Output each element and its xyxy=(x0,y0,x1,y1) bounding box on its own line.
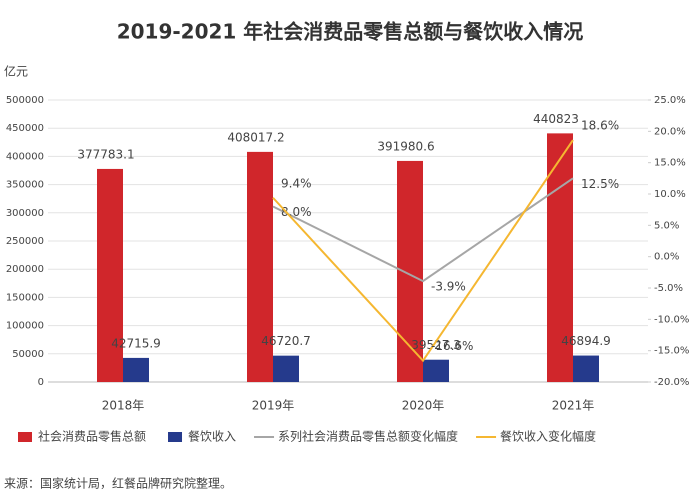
legend-label: 社会消费品零售总额 xyxy=(38,429,146,444)
line-label: 9.4% xyxy=(281,176,312,190)
y2-tick-label: 15.0% xyxy=(654,158,686,169)
y2-tick-label: 25.0% xyxy=(654,95,686,106)
bar-label: 46720.7 xyxy=(261,334,311,348)
y2-tick-label: 5.0% xyxy=(654,220,679,231)
bar-label: 408017.2 xyxy=(227,130,284,144)
y-axis-label: 亿元 xyxy=(4,64,28,79)
x-tick-label: 2019年 xyxy=(252,399,295,413)
bar xyxy=(547,133,573,382)
y2-tick-label: 10.0% xyxy=(654,189,686,200)
y-tick-label: 500000 xyxy=(6,95,44,106)
bar xyxy=(273,355,299,382)
legend-label: 餐饮收入 xyxy=(188,429,236,444)
bar xyxy=(123,357,149,382)
legend-swatch xyxy=(168,432,183,442)
bar-label: 39527.3 xyxy=(411,338,461,352)
y-tick-label: 250000 xyxy=(6,236,44,247)
bar-label: 440823 xyxy=(533,112,579,126)
line-label: -3.9% xyxy=(431,280,466,294)
legend-swatch xyxy=(18,432,32,442)
bar xyxy=(97,168,123,382)
bar xyxy=(573,355,599,382)
bar-label: 391980.6 xyxy=(377,139,434,153)
y-tick-label: 0 xyxy=(38,377,44,388)
y2-tick-label: -20.0% xyxy=(654,377,689,388)
bar xyxy=(423,359,449,382)
legend-label: 餐饮收入变化幅度 xyxy=(500,429,596,444)
bar xyxy=(247,151,273,382)
chart-title: 2019-2021 年社会消费品零售总额与餐饮收入情况 xyxy=(117,20,584,44)
bar-label: 377783.1 xyxy=(77,147,134,161)
y2-tick-label: 20.0% xyxy=(654,126,686,137)
line-label: 12.5% xyxy=(581,177,619,191)
line-label: -16.6% xyxy=(431,339,473,353)
bar-label: 42715.9 xyxy=(111,336,161,350)
y2-tick-label: 0.0% xyxy=(654,252,679,263)
y-tick-label: 50000 xyxy=(12,349,44,360)
legend-label: 系列社会消费品零售总额变化幅度 xyxy=(278,429,458,444)
y-tick-label: 200000 xyxy=(6,264,44,275)
x-tick-label: 2018年 xyxy=(102,399,145,413)
y-tick-label: 150000 xyxy=(6,292,44,303)
y-tick-label: 300000 xyxy=(6,208,44,219)
x-tick-label: 2020年 xyxy=(402,399,445,413)
y2-tick-label: -10.0% xyxy=(654,314,689,325)
y-tick-label: 350000 xyxy=(6,180,44,191)
source: 来源：国家统计局，红餐品牌研究院整理。 xyxy=(4,476,232,491)
y-tick-label: 450000 xyxy=(6,123,44,134)
x-tick-label: 2021年 xyxy=(552,399,595,413)
line xyxy=(272,139,574,363)
y2-tick-label: -5.0% xyxy=(654,283,683,294)
y2-tick-label: -15.0% xyxy=(654,346,689,357)
line-label: 18.6% xyxy=(581,119,619,133)
y-tick-label: 400000 xyxy=(6,151,44,162)
bar-label: 46894.9 xyxy=(561,334,611,348)
y-tick-label: 100000 xyxy=(6,321,44,332)
